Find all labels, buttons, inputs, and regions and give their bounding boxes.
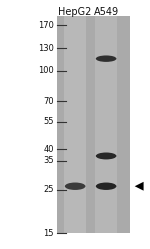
Text: 55: 55 bbox=[43, 118, 54, 126]
Ellipse shape bbox=[96, 56, 116, 62]
Bar bbox=[57, 15, 130, 234]
Text: 100: 100 bbox=[38, 66, 54, 75]
Bar bbox=[95, 15, 117, 234]
Ellipse shape bbox=[96, 152, 116, 159]
Bar bbox=[64, 15, 86, 234]
Text: 25: 25 bbox=[43, 185, 54, 194]
Text: 130: 130 bbox=[38, 44, 54, 53]
Text: 70: 70 bbox=[43, 97, 54, 106]
Ellipse shape bbox=[65, 183, 85, 190]
Text: HepG2: HepG2 bbox=[58, 7, 92, 17]
Text: 40: 40 bbox=[43, 145, 54, 154]
Text: A549: A549 bbox=[94, 7, 119, 17]
Text: 170: 170 bbox=[38, 21, 54, 30]
Text: 15: 15 bbox=[43, 229, 54, 238]
Text: 35: 35 bbox=[43, 156, 54, 165]
Ellipse shape bbox=[96, 183, 116, 190]
